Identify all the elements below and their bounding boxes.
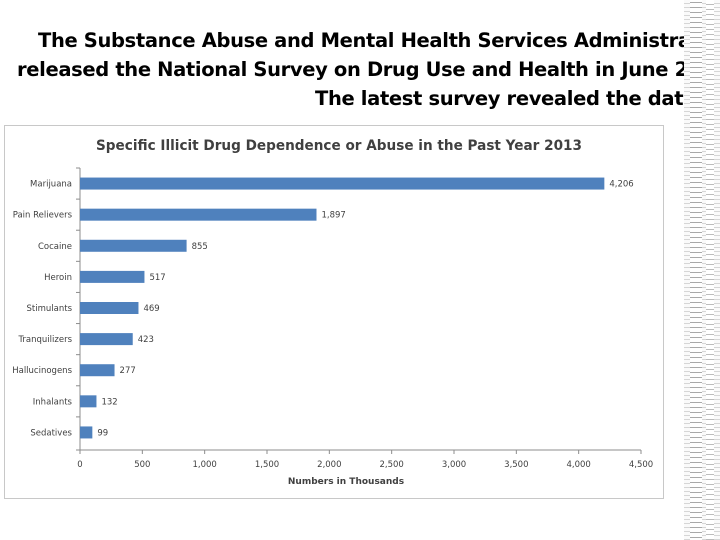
category-label: Inhalants <box>33 397 73 407</box>
data-label: 1,897 <box>321 211 345 221</box>
category-label: Stimulants <box>27 304 73 314</box>
bar <box>80 395 97 408</box>
bar <box>80 177 605 190</box>
heading-line-1: The Substance Abuse and Mental Health Se… <box>38 29 720 52</box>
data-label: 132 <box>101 397 117 407</box>
data-label: 99 <box>97 428 108 438</box>
bar <box>80 333 133 346</box>
chart-container: Specific Illicit Drug Dependence or Abus… <box>4 125 664 499</box>
data-label: 469 <box>143 304 159 314</box>
data-label: 855 <box>192 242 208 252</box>
x-axis-label: Numbers in Thousands <box>288 477 404 487</box>
bar <box>80 270 145 283</box>
category-label: Marijuana <box>30 180 72 190</box>
chart-title: Specific Illicit Drug Dependence or Abus… <box>96 138 582 154</box>
x-tick-label: 1,000 <box>192 460 216 470</box>
x-tick-label: 3,000 <box>442 460 466 470</box>
data-label: 423 <box>138 335 154 345</box>
category-label: Hallucinogens <box>12 366 72 376</box>
x-tick-label: 0 <box>77 460 82 470</box>
category-label: Heroin <box>44 273 72 283</box>
category-label: Tranquilizers <box>17 335 72 345</box>
x-tick-label: 3,500 <box>504 460 528 470</box>
bar <box>80 208 317 221</box>
heading-line-2: released the National Survey on Drug Use… <box>17 58 720 81</box>
bar-chart: Specific Illicit Drug Dependence or Abus… <box>12 138 653 487</box>
x-tick-label: 4,500 <box>629 460 653 470</box>
decorative-edge-lines <box>690 0 702 540</box>
bar <box>80 426 93 439</box>
plot-area: 0 500 1,000 1,500 2,000 2,500 3,000 3,500 4,000 4… <box>12 167 653 470</box>
bar <box>80 239 187 252</box>
x-tick-label: 2,000 <box>317 460 341 470</box>
category-label: Sedatives <box>30 428 72 438</box>
bar <box>80 302 139 314</box>
data-label: 517 <box>149 273 165 283</box>
heading-line-3: The latest survey revealed the data . <box>315 87 710 110</box>
x-tick-label: 500 <box>134 460 150 470</box>
bar <box>80 364 115 377</box>
data-label: 277 <box>120 366 136 376</box>
decorative-edge-lines-2 <box>706 0 714 540</box>
slide-heading: The Substance Abuse and Mental Health Se… <box>0 26 720 113</box>
x-tick-label: 2,500 <box>379 460 403 470</box>
x-tick-label: 4,000 <box>566 460 590 470</box>
data-label: 4,206 <box>609 180 633 190</box>
category-label: Pain Relievers <box>13 211 73 221</box>
x-tick-label: 1,500 <box>255 460 279 470</box>
category-label: Cocaine <box>38 242 72 252</box>
